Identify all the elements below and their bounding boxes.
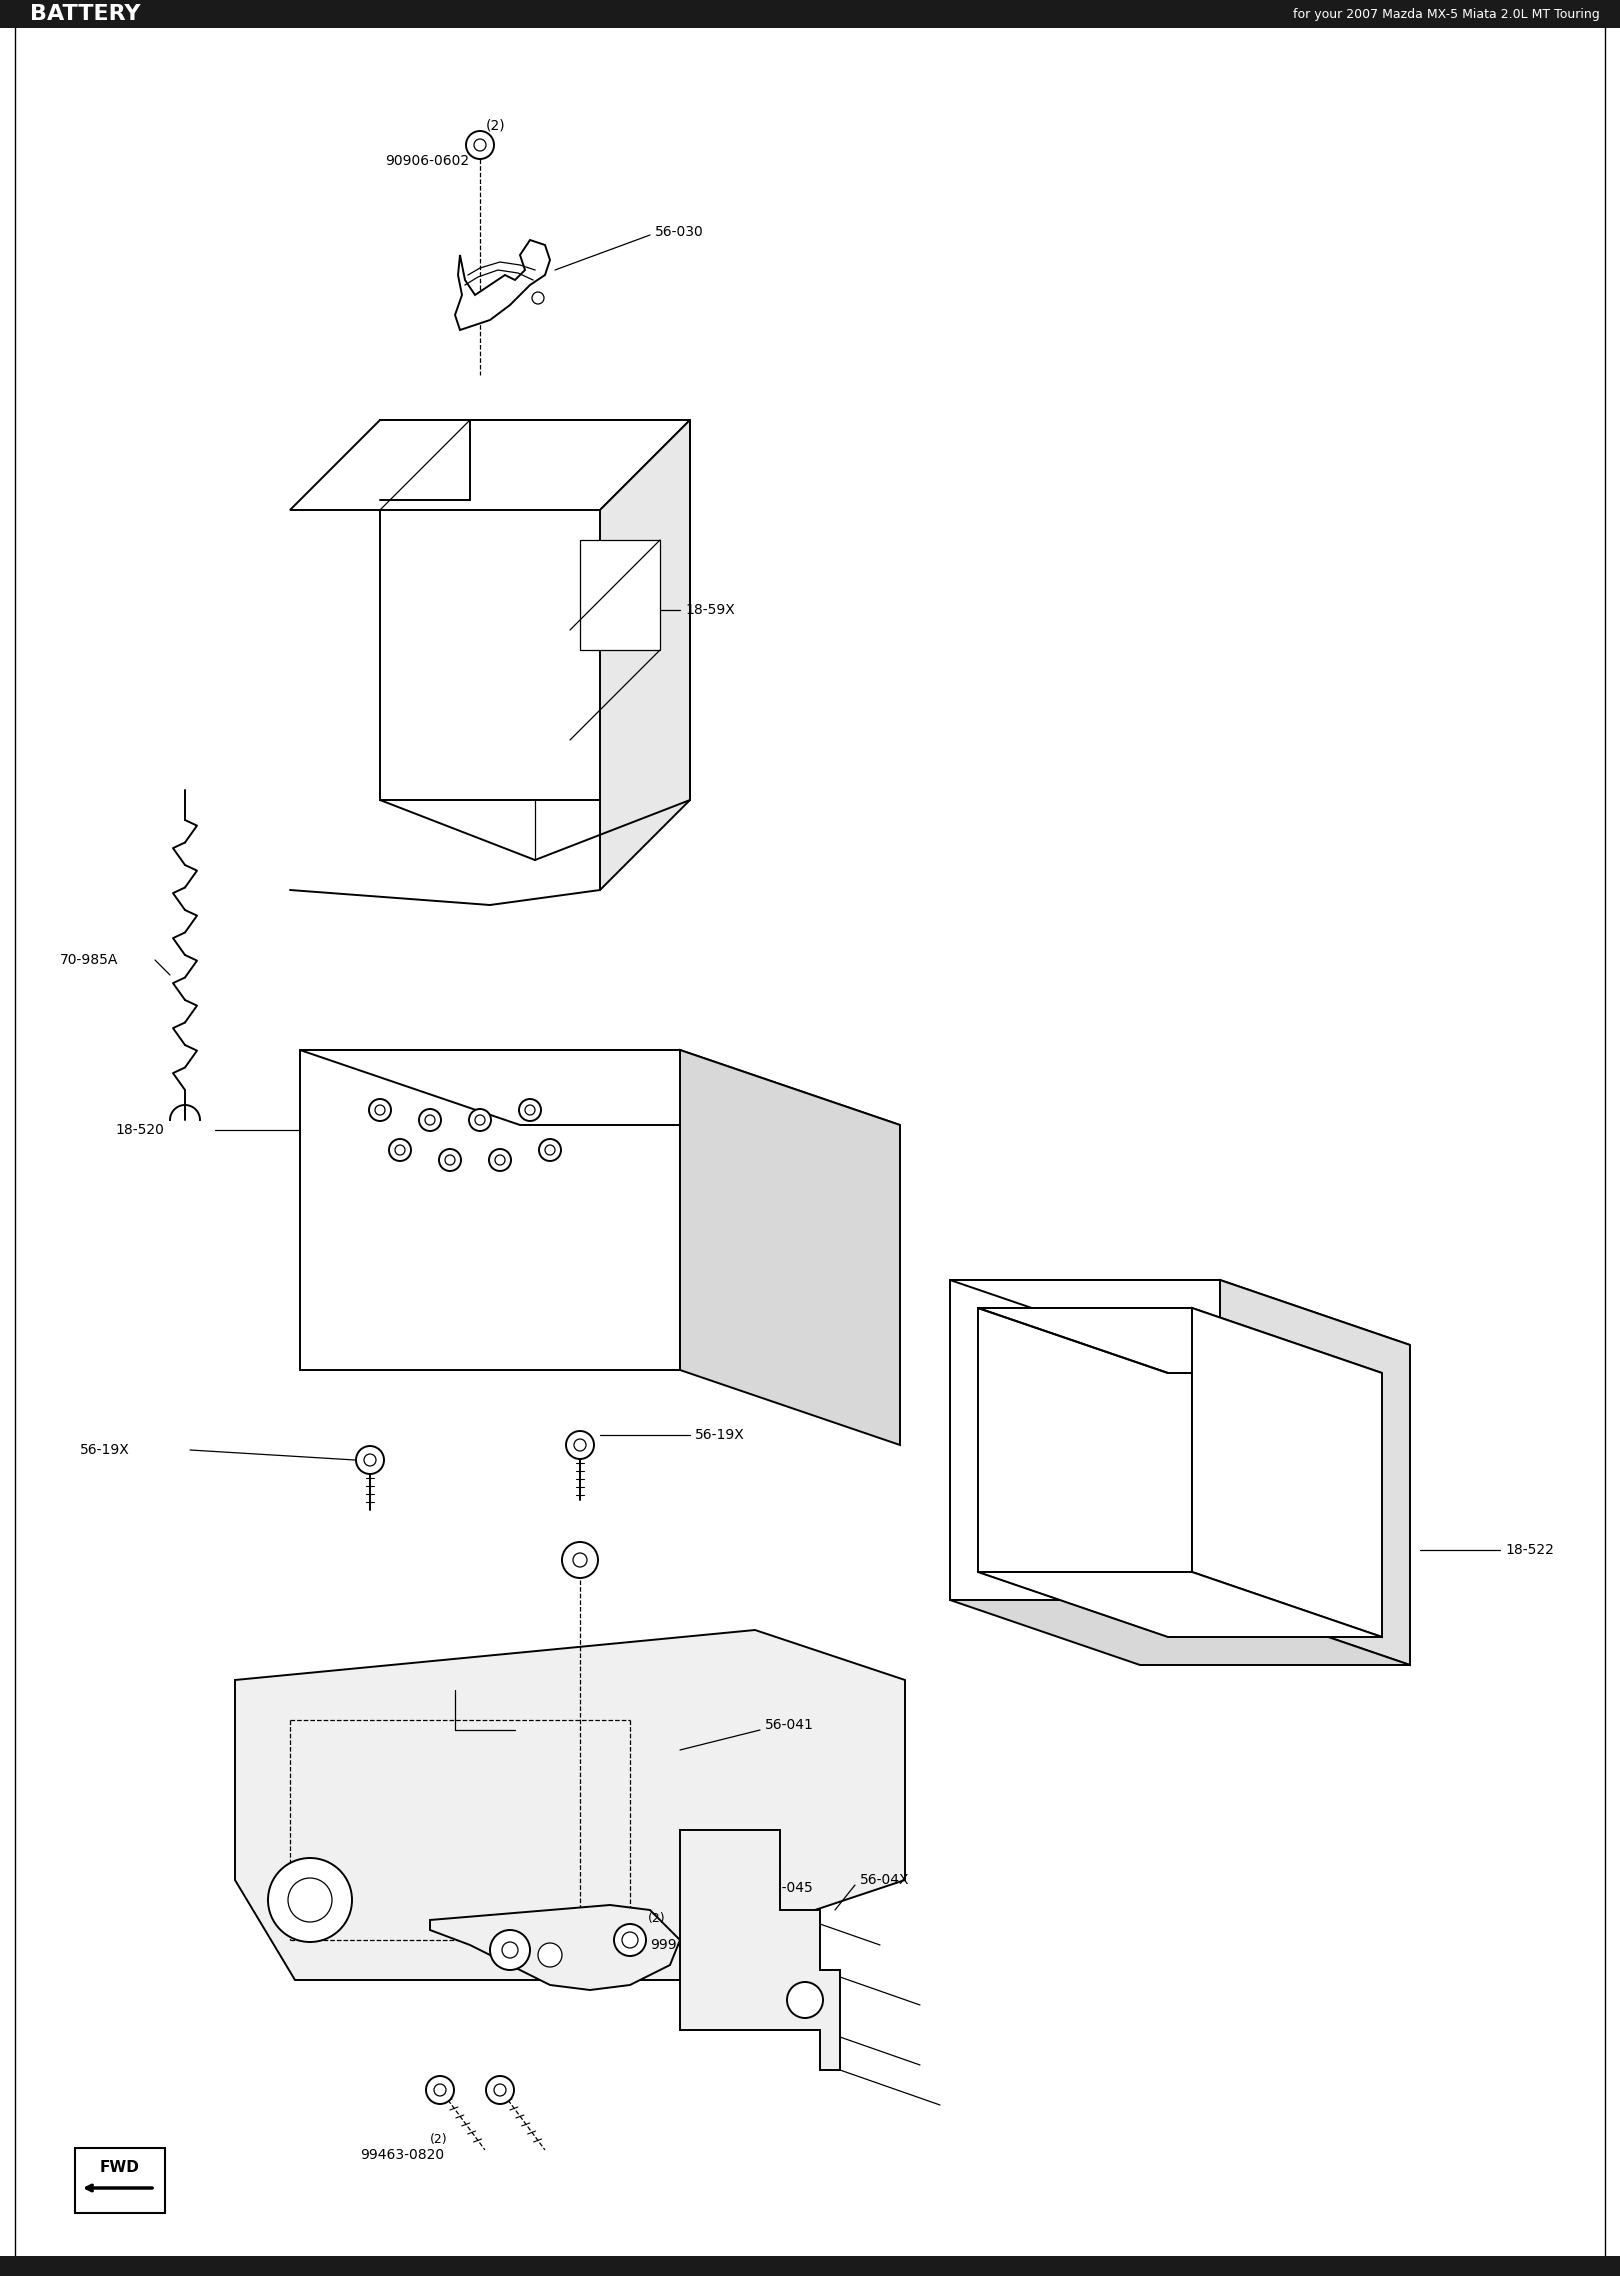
Circle shape [470,1108,491,1131]
Circle shape [424,1115,436,1124]
Text: 18-522: 18-522 [1505,1543,1554,1557]
Circle shape [494,2085,505,2096]
Circle shape [573,1552,586,1566]
Circle shape [518,1099,541,1122]
Circle shape [439,1149,462,1170]
Circle shape [544,1145,556,1154]
Text: 56-19X: 56-19X [79,1443,130,1457]
Circle shape [531,291,544,305]
Text: 99463-0820: 99463-0820 [360,2149,444,2162]
Polygon shape [1220,1279,1409,1666]
Circle shape [374,1106,386,1115]
Circle shape [565,1432,595,1459]
Polygon shape [599,421,690,890]
Circle shape [475,139,486,150]
Bar [580,539,659,651]
Bar [978,1309,1192,1573]
Circle shape [389,1138,411,1161]
Bar [0,0,1620,27]
Circle shape [467,132,494,159]
Polygon shape [455,239,551,330]
Text: 90906-0602: 90906-0602 [386,155,470,168]
Text: 18-59X: 18-59X [685,603,735,617]
Bar [381,421,690,799]
Circle shape [496,1154,505,1165]
Polygon shape [978,1309,1382,1372]
Circle shape [395,1145,405,1154]
Text: 70-985A: 70-985A [60,954,118,967]
Circle shape [539,1138,561,1161]
Polygon shape [290,421,690,510]
Polygon shape [978,1573,1382,1636]
Circle shape [486,2076,514,2103]
Circle shape [614,1923,646,1955]
Circle shape [622,1932,638,1948]
Circle shape [364,1454,376,1466]
Text: 56-041: 56-041 [765,1718,813,1732]
Polygon shape [235,1630,906,1980]
Text: for your 2007 Mazda MX-5 Miata 2.0L MT Touring: for your 2007 Mazda MX-5 Miata 2.0L MT T… [1293,7,1601,20]
Polygon shape [680,1830,841,2069]
Polygon shape [680,1049,901,1445]
Circle shape [538,1944,562,1966]
Bar [0,2256,1620,2276]
Circle shape [267,1857,352,1941]
Polygon shape [300,1049,901,1124]
Text: 56-19X: 56-19X [695,1427,745,1443]
Polygon shape [949,1279,1409,1345]
Circle shape [502,1941,518,1957]
Polygon shape [429,1905,680,1989]
Circle shape [434,2085,446,2096]
Polygon shape [949,1600,1409,1666]
Text: 18-520: 18-520 [115,1122,164,1138]
Circle shape [369,1099,390,1122]
Circle shape [787,1982,823,2019]
Text: 56-030: 56-030 [654,225,703,239]
Circle shape [356,1445,384,1475]
Circle shape [475,1115,484,1124]
Text: FWD: FWD [100,2160,139,2176]
Bar [75,2149,165,2212]
Text: (2): (2) [648,1912,666,1925]
Circle shape [426,2076,454,2103]
Text: 56-04X: 56-04X [860,1873,909,1887]
Circle shape [288,1878,332,1921]
Circle shape [562,1543,598,1577]
Text: 99940-0803: 99940-0803 [650,1937,734,1953]
Circle shape [525,1106,535,1115]
Circle shape [446,1154,455,1165]
Circle shape [489,1930,530,1971]
Text: 56-045: 56-045 [765,1880,813,1896]
Bar [300,1049,680,1370]
Text: (2): (2) [486,118,505,132]
Circle shape [420,1108,441,1131]
Circle shape [573,1438,586,1452]
Circle shape [489,1149,510,1170]
Text: BATTERY: BATTERY [31,5,141,25]
Bar [949,1279,1220,1600]
Polygon shape [1192,1309,1382,1636]
Text: (2): (2) [429,2133,447,2146]
